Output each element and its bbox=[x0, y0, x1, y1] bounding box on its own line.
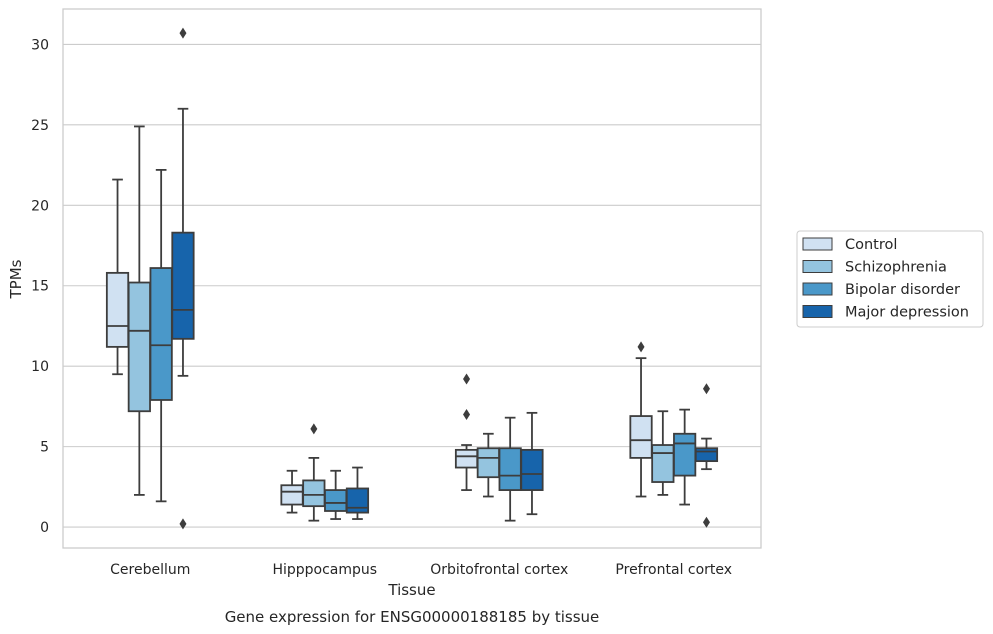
box-bipolar-disorder bbox=[673, 408, 697, 506]
box-schizophrenia bbox=[302, 423, 326, 522]
y-tick-labels: 0 5 10 15 20 25 30 bbox=[31, 37, 49, 536]
y-tick-label: 30 bbox=[31, 37, 49, 53]
y-tick-label: 10 bbox=[31, 359, 49, 375]
box-schizophrenia bbox=[127, 125, 151, 496]
y-tick-label: 0 bbox=[40, 520, 49, 536]
box-control bbox=[280, 469, 304, 514]
legend-swatch bbox=[802, 237, 833, 251]
box-bipolar-disorder bbox=[324, 469, 348, 520]
outlier-point bbox=[702, 383, 710, 395]
box-body bbox=[673, 432, 697, 477]
box-control bbox=[105, 178, 130, 376]
box-body bbox=[171, 231, 195, 340]
box-groups bbox=[105, 27, 719, 530]
box-body bbox=[149, 267, 173, 401]
x-tick-label: Prefrontal cortex bbox=[615, 562, 732, 578]
outlier-point bbox=[637, 341, 645, 353]
box-body bbox=[629, 415, 653, 459]
category-group bbox=[105, 27, 195, 530]
box-body bbox=[476, 447, 500, 479]
x-tick-label: Orbitofrontal cortex bbox=[430, 562, 568, 578]
y-tick-label: 25 bbox=[31, 118, 49, 134]
outlier-point bbox=[463, 373, 471, 385]
legend-label: Control bbox=[845, 237, 897, 253]
legend-label: Major depression bbox=[845, 305, 969, 321]
outlier-point bbox=[179, 518, 187, 530]
box-body bbox=[345, 487, 370, 514]
box-bipolar-disorder bbox=[149, 168, 173, 503]
box-body bbox=[280, 484, 304, 506]
box-major-depression bbox=[345, 466, 370, 520]
box-schizophrenia bbox=[476, 432, 500, 498]
outlier-point bbox=[179, 27, 187, 39]
y-tick-label: 5 bbox=[40, 440, 49, 456]
box-body bbox=[105, 271, 130, 348]
legend-frame bbox=[796, 230, 984, 328]
box-body bbox=[454, 448, 479, 469]
box-major-depression bbox=[171, 27, 195, 530]
box-control bbox=[454, 373, 479, 491]
outlier-point bbox=[463, 408, 471, 420]
x-tick-label: Hipppocampus bbox=[272, 562, 377, 578]
outlier-point bbox=[702, 516, 710, 528]
box-body bbox=[498, 447, 522, 491]
box-bipolar-disorder bbox=[498, 416, 522, 522]
box-body bbox=[651, 444, 675, 483]
category-group bbox=[629, 341, 719, 528]
box-body bbox=[127, 281, 151, 413]
box-body bbox=[302, 479, 326, 508]
legend-label: Schizophrenia bbox=[845, 260, 947, 276]
box-body bbox=[324, 489, 348, 512]
box-major-depression bbox=[694, 383, 719, 528]
chart-title: Gene expression for ENSG00000188185 by t… bbox=[225, 608, 600, 626]
category-group bbox=[454, 373, 544, 522]
x-tick-labels: Cerebellum Hipppocampus Orbitofrontal cort… bbox=[110, 562, 732, 578]
legend-label: Bipolar disorder bbox=[845, 282, 960, 298]
y-tick-label: 15 bbox=[31, 279, 49, 295]
legend: Control Schizophrenia Bipolar disorder Majo… bbox=[796, 230, 984, 328]
y-axis-label: TPMs bbox=[7, 259, 25, 299]
box-schizophrenia bbox=[651, 410, 675, 496]
outlier-point bbox=[310, 423, 318, 435]
box-body bbox=[520, 448, 544, 491]
legend-swatch bbox=[802, 305, 833, 318]
legend-swatch bbox=[802, 260, 833, 273]
y-tick-label: 20 bbox=[31, 198, 49, 214]
category-group bbox=[280, 423, 370, 522]
plot-area-frame bbox=[62, 8, 762, 549]
box-control bbox=[629, 341, 653, 498]
legend-swatch bbox=[802, 282, 833, 296]
box-body bbox=[694, 447, 719, 463]
box-major-depression bbox=[520, 411, 544, 516]
x-axis-label: Tissue bbox=[387, 581, 435, 599]
x-tick-label: Cerebellum bbox=[110, 562, 190, 578]
